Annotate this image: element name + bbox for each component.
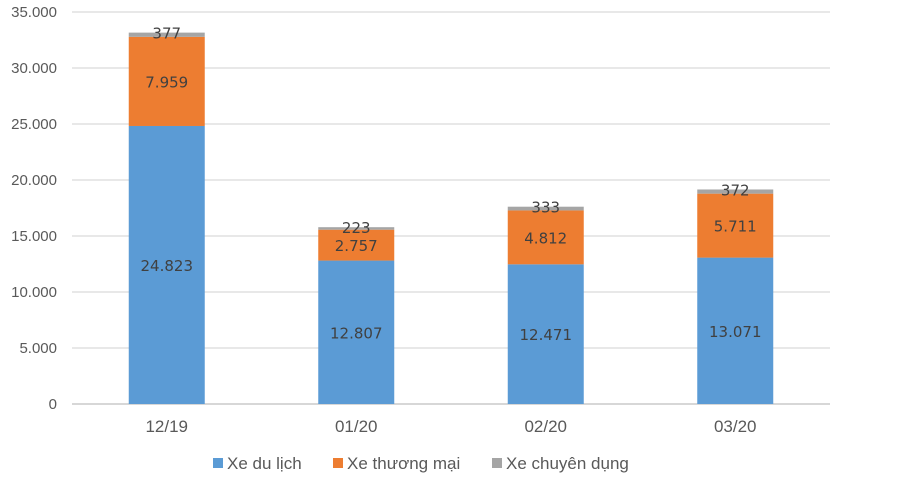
y-tick-label: 30.000 (11, 60, 57, 77)
data-label: 333 (531, 199, 560, 217)
data-label: 5.711 (714, 218, 757, 236)
y-tick-label: 5.000 (19, 340, 57, 357)
x-tick-label: 02/20 (524, 417, 567, 436)
x-tick-label: 12/19 (145, 417, 188, 436)
data-label: 12.807 (330, 324, 383, 342)
bar-segment (697, 189, 774, 194)
data-label: 377 (152, 25, 181, 43)
data-label: 223 (342, 219, 371, 237)
x-tick-label: 03/20 (714, 417, 757, 436)
bar-segment (507, 206, 584, 211)
bar-segment (318, 260, 395, 404)
data-label: 12.471 (520, 326, 573, 344)
bar-segment (318, 229, 395, 261)
legend-label: Xe thương mại (347, 454, 460, 473)
bar-segment (318, 227, 395, 230)
bar-segment (507, 264, 584, 404)
data-label: 7.959 (145, 73, 188, 91)
data-label: 24.823 (141, 257, 194, 275)
data-label: 2.757 (335, 237, 378, 255)
y-tick-label: 0 (49, 396, 57, 413)
legend-label: Xe du lịch (227, 454, 302, 473)
legend-label: Xe chuyên dụng (506, 454, 629, 473)
bar-segment (697, 257, 774, 404)
legend-swatch (492, 458, 502, 468)
bar-segment (507, 210, 584, 265)
bar-segment (128, 36, 205, 126)
bar-segment (128, 125, 205, 405)
data-label: 4.812 (524, 229, 567, 247)
bar-segment (128, 32, 205, 37)
y-tick-label: 25.000 (11, 116, 57, 133)
x-tick-label: 01/20 (335, 417, 378, 436)
legend-swatch (333, 458, 343, 468)
y-tick-label: 20.000 (11, 172, 57, 189)
data-label: 372 (721, 181, 750, 199)
bar-segment (697, 193, 774, 258)
legend-swatch (213, 458, 223, 468)
y-tick-label: 15.000 (11, 228, 57, 245)
y-tick-label: 35.000 (11, 4, 57, 21)
data-label: 13.071 (709, 323, 762, 341)
y-tick-label: 10.000 (11, 284, 57, 301)
